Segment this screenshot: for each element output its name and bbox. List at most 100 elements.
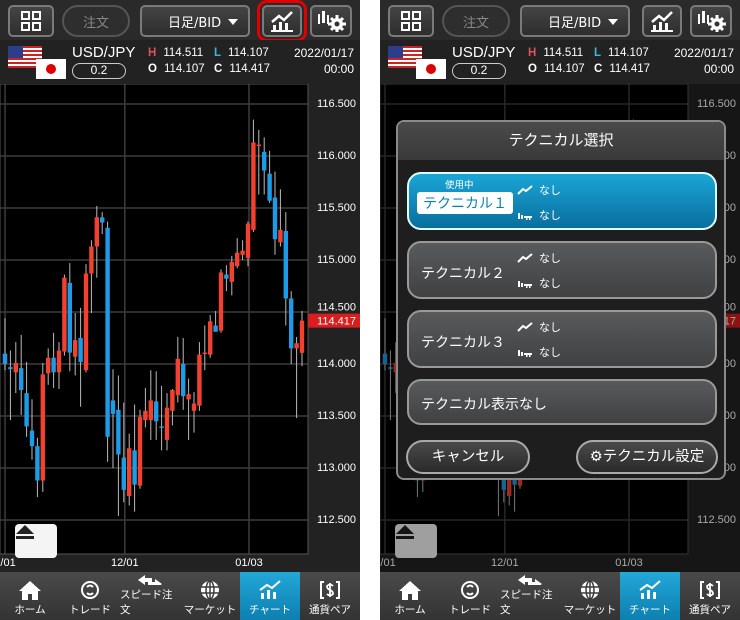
candles-gear-icon xyxy=(318,11,346,32)
candle-body xyxy=(218,272,224,331)
order-button[interactable]: 注文 xyxy=(442,5,510,37)
candle-body xyxy=(224,274,229,279)
candle-body xyxy=(62,277,67,352)
order-button[interactable]: 注文 xyxy=(62,5,130,37)
candle-body xyxy=(159,426,164,428)
no-technical-option[interactable]: テクニカル表示なし xyxy=(407,379,717,425)
candle-body xyxy=(51,357,56,373)
ohlc-left: H 114.511 O 114.107 xyxy=(528,45,585,77)
us-flag-icon xyxy=(8,46,42,68)
technical-option-3[interactable]: テクニカル３ なし なし xyxy=(407,310,717,368)
nav-market[interactable]: マーケット xyxy=(560,572,620,620)
in-use-label: 使用中 xyxy=(445,180,474,191)
quote-time: 00:00 xyxy=(323,62,354,76)
candle-body xyxy=(35,446,40,481)
trend-row: なし xyxy=(517,319,561,335)
speed-order-icon xyxy=(518,575,542,585)
menu-button[interactable] xyxy=(8,5,54,37)
nav-speed-order[interactable]: スピード注文 xyxy=(120,572,180,620)
candles-gear-icon xyxy=(698,11,726,32)
oscillator-value: なし xyxy=(539,346,561,359)
candle-body xyxy=(143,410,148,421)
chart-icon xyxy=(651,11,673,32)
candle-body xyxy=(245,223,251,258)
quote-date: 2022/01/17 xyxy=(293,46,354,60)
nav-trade[interactable]: トレード xyxy=(440,572,500,620)
expand-panel-button[interactable] xyxy=(15,524,57,558)
nav-home[interactable]: ホーム xyxy=(380,572,440,620)
currency-pair-icon xyxy=(700,581,720,599)
nav-home[interactable]: ホーム xyxy=(0,572,60,620)
candle-body xyxy=(154,401,159,422)
bottom-nav: ホーム トレード スピード注文 マーケット チャート 通貨ペア xyxy=(0,572,360,620)
oscillator-row: なし xyxy=(517,344,561,360)
x-tick-label: 01/03 xyxy=(615,557,643,569)
technical-option-1[interactable]: 使用中 テクニカル１ なし なし xyxy=(407,172,717,230)
oscillator-value: なし xyxy=(539,209,561,222)
oscillator-icon xyxy=(518,281,532,288)
candle-body xyxy=(8,367,13,370)
low-value: 114.107 xyxy=(228,47,269,59)
ohlc-right: L 114.107 C 114.417 xyxy=(594,45,650,77)
technical-button[interactable] xyxy=(642,5,682,37)
open-value: 114.107 xyxy=(543,63,585,75)
chart-icon xyxy=(259,580,281,599)
candle-body xyxy=(240,250,245,255)
candle-body xyxy=(29,430,35,447)
jp-flag-icon xyxy=(416,59,446,79)
low-label: L xyxy=(214,47,222,59)
quote-bar: USD/JPY 0.2 H 114.511 O 114.107 L 114.107 C… xyxy=(0,40,360,84)
nav-currency-pair[interactable]: 通貨ペア xyxy=(300,572,360,620)
candle-body xyxy=(272,197,278,240)
candle-body xyxy=(78,338,83,362)
nav-speed-order[interactable]: スピード注文 xyxy=(500,572,560,620)
candle-body xyxy=(89,246,94,274)
quote-time: 00:00 xyxy=(703,62,734,76)
expand-panel-button[interactable] xyxy=(395,524,437,558)
nav-label: ホーム xyxy=(394,604,426,616)
nav-chart[interactable]: チャート xyxy=(620,572,680,620)
technical-settings-button[interactable]: ⚙テクニカル設定 xyxy=(576,440,718,474)
candle-body xyxy=(73,340,78,357)
nav-market[interactable]: マーケット xyxy=(180,572,240,620)
chart-settings-button[interactable] xyxy=(690,5,732,37)
candle-body xyxy=(100,217,105,223)
nav-label: 通貨ペア xyxy=(689,604,731,616)
technical-option-2[interactable]: テクニカル２ なし なし xyxy=(407,241,717,299)
menu-button[interactable] xyxy=(388,5,434,37)
technical-button[interactable] xyxy=(257,0,307,42)
candle-body xyxy=(40,374,45,481)
period-dropdown[interactable]: 日足/BID xyxy=(520,5,630,37)
bottom-nav: ホーム トレード スピード注文 マーケット チャート 通貨ペア xyxy=(380,572,740,620)
candlestick-chart[interactable]: 116.500 116.000 115.500 115.000 114.500 114.0… xyxy=(0,84,360,572)
nav-trade[interactable]: トレード xyxy=(60,572,120,620)
candle-body xyxy=(229,262,234,282)
candle-body xyxy=(294,343,299,349)
technical-select-screen: 注文 日足/BID USD/JPY 0.2 H 114.511 O 114.107 … xyxy=(380,0,740,620)
candle-body xyxy=(202,352,207,355)
top-toolbar: 注文 日足/BID xyxy=(380,0,740,40)
current-price-tag xyxy=(308,313,360,328)
period-dropdown[interactable]: 日足/BID xyxy=(140,5,250,37)
nav-chart[interactable]: チャート xyxy=(240,572,300,620)
y-tick-label: 112.500 xyxy=(697,514,736,526)
nav-currency-pair[interactable]: 通貨ペア xyxy=(680,572,740,620)
nav-label: トレード xyxy=(69,604,111,616)
trend-line-icon xyxy=(517,185,533,195)
candle-body xyxy=(197,354,202,406)
cancel-button[interactable]: キャンセル xyxy=(406,440,530,474)
candle-body xyxy=(262,151,267,171)
chart-settings-button[interactable] xyxy=(310,5,352,37)
nav-label: トレード xyxy=(449,604,491,616)
nav-label: ホーム xyxy=(14,604,46,616)
y-tick-label: 115.000 xyxy=(317,254,356,266)
y-tick-label: 116.500 xyxy=(697,98,736,110)
candle-body xyxy=(132,450,137,485)
candle-body xyxy=(382,353,388,364)
x-tick-label: 1/01 xyxy=(0,557,16,569)
candle-body xyxy=(127,448,132,497)
close-label: C xyxy=(214,63,223,75)
oscillator-row: なし xyxy=(517,207,561,223)
nav-label: チャート xyxy=(629,604,671,616)
y-tick-label: 113.000 xyxy=(317,462,356,474)
